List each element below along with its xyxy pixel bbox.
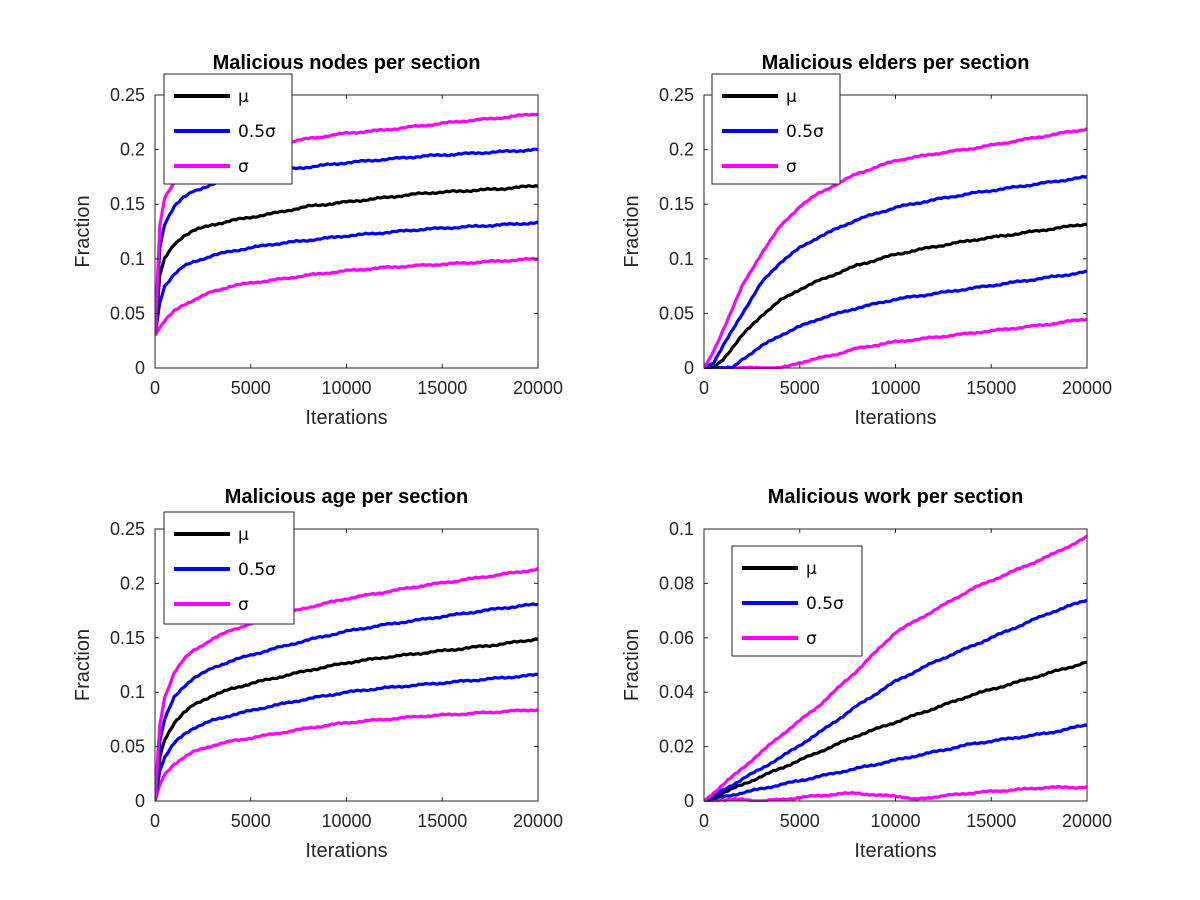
series-line-half_sigma-2: [704, 174, 1088, 369]
series-line-sigma-5: [704, 784, 1088, 802]
legend-label-mu: μ: [786, 87, 797, 107]
x-tick-label: 10000: [870, 378, 920, 398]
y-tick-label: 0.08: [659, 573, 694, 593]
y-tick-label: 0.1: [120, 682, 145, 702]
legend: μ 0.5σ σ: [731, 545, 863, 657]
chart-title: Malicious nodes per section: [213, 52, 481, 74]
y-tick-label: 0.15: [110, 194, 145, 214]
x-tick-label: 20000: [1062, 378, 1112, 398]
series-line-sigma-5: [155, 256, 539, 337]
legend: μ 0.5σ σ: [163, 511, 295, 625]
chart-title: Malicious elders per section: [762, 52, 1030, 74]
legend-label-sigma: σ: [786, 157, 797, 177]
chart-title: Malicious work per section: [768, 486, 1024, 508]
y-tick-label: 0.1: [669, 249, 694, 269]
series-group: [704, 127, 1088, 369]
series-line-half_sigma-2: [155, 602, 539, 802]
x-tick-label: 5000: [231, 378, 271, 398]
series-group: [704, 534, 1088, 802]
chart-panel-2: 0 5000 10000 15000 20000 0 0.05 0.1 0.15 0.2 0.25 M…: [621, 52, 1112, 429]
y-tick-label: 0.05: [659, 303, 694, 323]
x-tick-label: 10000: [870, 811, 920, 831]
x-axis-label: Iterations: [854, 840, 936, 862]
legend-label-half_sigma: 0.5σ: [786, 122, 824, 142]
series-line-mu-3: [704, 222, 1088, 369]
chart-panel-1: 0 5000 10000 15000 20000 0 0.05 0.1 0.15 0.2 0.25 M…: [72, 52, 563, 429]
legend-label-mu: μ: [806, 559, 817, 579]
x-tick-label: 0: [150, 378, 160, 398]
y-axis-label: Fraction: [621, 629, 643, 701]
y-tick-label: 0.1: [669, 519, 694, 539]
x-tick-label: 15000: [417, 811, 467, 831]
y-axis-label: Fraction: [72, 629, 94, 701]
legend-label-half_sigma: 0.5σ: [806, 594, 844, 614]
x-tick-label: 5000: [780, 378, 820, 398]
chart-panel-3: 0 5000 10000 15000 20000 0 0.05 0.1 0.15 0.2 0.25 M…: [72, 486, 563, 862]
x-tick-label: 10000: [321, 811, 371, 831]
y-tick-label: 0.2: [120, 140, 145, 160]
y-tick-label: 0.25: [110, 519, 145, 539]
x-tick-label: 0: [699, 811, 709, 831]
series-group: [155, 566, 539, 802]
x-tick-label: 20000: [513, 378, 563, 398]
x-tick-label: 5000: [780, 811, 820, 831]
x-tick-label: 15000: [966, 378, 1016, 398]
y-tick-label: 0.05: [110, 737, 145, 757]
series-line-sigma-1: [704, 534, 1088, 802]
y-axis-label: Fraction: [621, 195, 643, 267]
y-tick-label: 0.1: [120, 249, 145, 269]
series-line-mu-3: [155, 637, 539, 802]
series-line-half_sigma-4: [704, 723, 1088, 802]
y-tick-label: 0.25: [110, 85, 145, 105]
y-tick-label: 0.05: [110, 303, 145, 323]
y-tick-label: 0: [684, 791, 694, 811]
legend-label-mu: μ: [238, 87, 249, 107]
x-axis-label: Iterations: [854, 407, 936, 429]
x-axis-label: Iterations: [305, 840, 387, 862]
x-tick-label: 20000: [1062, 811, 1112, 831]
x-tick-label: 15000: [417, 378, 467, 398]
series-line-half_sigma-4: [155, 672, 539, 802]
x-tick-label: 0: [699, 378, 709, 398]
y-axis-label: Fraction: [72, 195, 94, 267]
legend: μ 0.5σ σ: [163, 73, 293, 185]
y-tick-label: 0: [135, 358, 145, 378]
x-tick-label: 10000: [321, 378, 371, 398]
legend-label-half_sigma: 0.5σ: [238, 560, 276, 580]
legend: μ 0.5σ σ: [711, 73, 841, 185]
y-tick-label: 0.15: [110, 628, 145, 648]
legend-label-sigma: σ: [238, 157, 249, 177]
x-tick-label: 0: [150, 811, 160, 831]
x-axis-label: Iterations: [305, 407, 387, 429]
x-tick-label: 20000: [513, 811, 563, 831]
y-tick-label: 0: [135, 791, 145, 811]
legend-label-sigma: σ: [238, 595, 249, 615]
series-line-sigma-1: [704, 127, 1088, 369]
chart-title: Malicious age per section: [225, 486, 468, 508]
y-tick-label: 0: [684, 358, 694, 378]
y-tick-label: 0.02: [659, 737, 694, 757]
legend-label-mu: μ: [238, 525, 249, 545]
y-tick-label: 0.04: [659, 682, 694, 702]
series-line-sigma-5: [155, 707, 539, 802]
y-tick-label: 0.15: [659, 194, 694, 214]
y-tick-label: 0.2: [669, 140, 694, 160]
series-line-half_sigma-4: [155, 220, 539, 336]
y-tick-label: 0.06: [659, 628, 694, 648]
chart-panel-4: 0 5000 10000 15000 20000 0 0.02 0.04 0.06 0.08 0.1…: [621, 486, 1112, 862]
legend-label-half_sigma: 0.5σ: [238, 122, 276, 142]
y-tick-label: 0.2: [120, 573, 145, 593]
x-tick-label: 5000: [231, 811, 271, 831]
series-line-half_sigma-4: [704, 269, 1088, 369]
series-line-mu-3: [155, 184, 539, 336]
series-line-mu-3: [704, 660, 1088, 802]
x-tick-label: 15000: [966, 811, 1016, 831]
y-tick-label: 0.25: [659, 85, 694, 105]
series-line-half_sigma-2: [704, 598, 1088, 802]
series-line-sigma-1: [155, 566, 539, 802]
legend-label-sigma: σ: [806, 629, 817, 649]
